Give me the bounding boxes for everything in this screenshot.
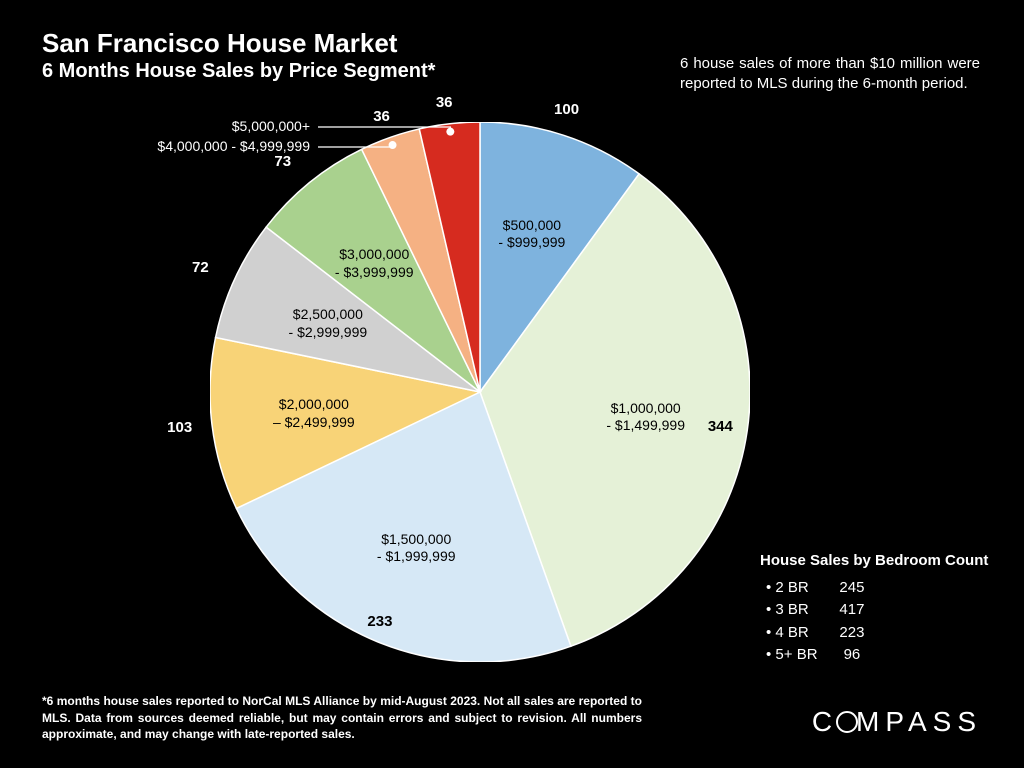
slice-label: $3,000,000- $3,999,999 [319,246,429,281]
slice-value: 36 [436,94,453,111]
bedroom-value: 245 [839,579,864,596]
bedroom-row: 2 BR245 [766,577,988,600]
slice-value: 73 [274,153,291,170]
pie-svg [210,122,750,662]
bedroom-list: 2 BR245 3 BR417 4 BR223 5+ BR 96 [760,577,988,667]
leader-label-5m: $5,000,000+ [80,118,310,134]
leader-label-4m: $4,000,000 - $4,999,999 [80,138,310,154]
slice-label: $500,000- $999,999 [477,217,587,252]
bedroom-header: House Sales by Bedroom Count [760,550,988,573]
pie-chart [210,122,750,662]
slice-label: $1,000,000- $1,499,999 [591,400,701,435]
slice-label: $2,500,000- $2,999,999 [273,306,383,341]
slice-value: 344 [708,418,733,435]
bedroom-value: 96 [839,646,860,663]
slice-value: 36 [373,108,390,125]
bedroom-row: 4 BR223 [766,622,988,645]
slice-value: 72 [192,259,209,276]
slice-label: $1,500,000- $1,999,999 [361,531,471,566]
bedroom-label: 3 BR [775,599,839,622]
bedroom-row: 5+ BR 96 [766,644,988,667]
bedroom-value: 223 [839,624,864,641]
slice-value: 103 [167,419,192,436]
footnote: *6 months house sales reported to NorCal… [42,693,642,742]
side-note: 6 house sales of more than $10 million w… [680,54,980,95]
bedroom-block: House Sales by Bedroom Count 2 BR245 3 B… [760,550,988,667]
page-title: San Francisco House Market [42,28,397,59]
bedroom-row: 3 BR417 [766,599,988,622]
slice-value: 233 [367,613,392,630]
compass-o-icon [836,711,858,733]
bedroom-value: 417 [839,601,864,618]
slice-label: $2,000,000– $2,499,999 [259,396,369,431]
compass-logo: CMPASS [812,706,982,738]
bedroom-label: 5+ BR [775,644,839,667]
page-subtitle: 6 Months House Sales by Price Segment* [42,60,435,83]
slice-value: 100 [554,101,579,118]
bedroom-label: 2 BR [775,577,839,600]
bedroom-label: 4 BR [775,622,839,645]
